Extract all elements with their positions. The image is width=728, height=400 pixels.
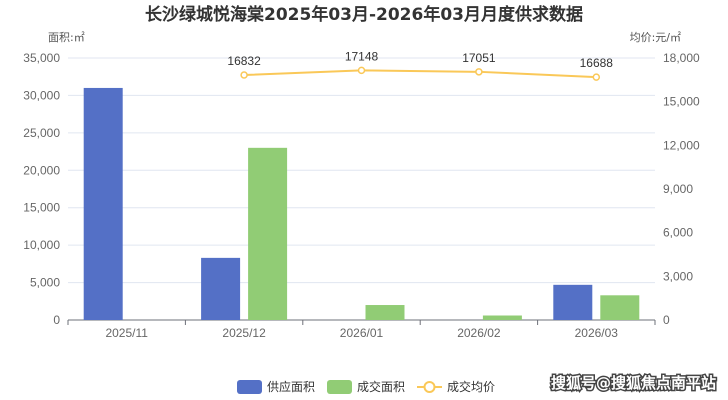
bar-series bbox=[83, 87, 640, 320]
x-tick-label: 2026/03 bbox=[575, 326, 619, 340]
bar-deal-area bbox=[482, 315, 522, 320]
bar-supply-area bbox=[201, 257, 241, 320]
line-point bbox=[475, 68, 483, 76]
bar-supply-area bbox=[553, 284, 593, 320]
y-right-tick-label: 12,000 bbox=[663, 138, 700, 152]
chart-title: 长沙绿城悦海棠2025年03月-2026年03月月度供求数据 bbox=[145, 4, 583, 25]
data-label-avg-price: 17051 bbox=[462, 51, 496, 65]
axes: 0 5,000 10,000 15,000 20,000 25,000 30,000 35,0… bbox=[23, 51, 700, 340]
grid-lines bbox=[68, 57, 655, 284]
data-label-avg-price: 17148 bbox=[345, 49, 379, 63]
line-series bbox=[240, 66, 601, 81]
x-tick-label: 2026/02 bbox=[457, 326, 501, 340]
y-right-tick-label: 15,000 bbox=[663, 95, 700, 109]
data-label-avg-price: 16832 bbox=[227, 54, 261, 68]
line-avg-price bbox=[244, 69, 597, 79]
bar-deal-area bbox=[248, 147, 288, 320]
watermark: 搜狐号@搜狐焦点南平站 bbox=[549, 373, 717, 394]
legend-label: 供应面积 bbox=[267, 379, 315, 394]
y-left-unit-label: 面积:㎡ bbox=[48, 31, 85, 44]
x-tick-label: 2025/12 bbox=[222, 326, 266, 340]
data-label-avg-price: 16688 bbox=[580, 56, 614, 70]
legend-swatch-bar bbox=[327, 380, 352, 394]
y-right-tick-label: 6,000 bbox=[663, 226, 693, 240]
legend-swatch-marker bbox=[423, 381, 436, 393]
line-point bbox=[592, 73, 601, 81]
y-right-tick-label: 9,000 bbox=[663, 182, 693, 196]
y-left-tick-label: 10,000 bbox=[23, 238, 60, 252]
bar-deal-area bbox=[365, 305, 405, 320]
y-left-tick-label: 5,000 bbox=[30, 276, 60, 290]
y-right-tick-label: 0 bbox=[663, 313, 670, 327]
y-right-tick-label: 3,000 bbox=[663, 269, 693, 283]
bar-supply-area bbox=[83, 87, 123, 320]
y-left-tick-label: 20,000 bbox=[23, 163, 60, 177]
y-right-tick-label: 18,000 bbox=[663, 51, 700, 65]
y-right-unit-label: 均价:元/㎡ bbox=[630, 31, 681, 44]
y-left-tick-label: 35,000 bbox=[23, 51, 60, 65]
line-point bbox=[357, 66, 366, 75]
y-left-tick-label: 15,000 bbox=[23, 201, 60, 215]
watermark-text: 搜狐号@搜狐焦点南平站 bbox=[551, 374, 716, 392]
line-point bbox=[240, 71, 248, 79]
legend-swatch-bar bbox=[237, 380, 262, 394]
bar-deal-area bbox=[600, 295, 640, 320]
legend-label: 成交均价 bbox=[447, 379, 495, 394]
legend: 供应面积 成交面积 成交均价 bbox=[237, 379, 495, 394]
x-tick-label: 2025/11 bbox=[105, 326, 148, 340]
y-left-tick-label: 30,000 bbox=[23, 88, 60, 102]
data-labels: 16832 17148 17051 16688 bbox=[227, 49, 613, 70]
x-tick-label: 2026/01 bbox=[340, 326, 384, 340]
y-left-tick-label: 0 bbox=[53, 313, 60, 327]
y-left-tick-label: 25,000 bbox=[23, 126, 60, 140]
legend-label: 成交面积 bbox=[357, 379, 405, 394]
